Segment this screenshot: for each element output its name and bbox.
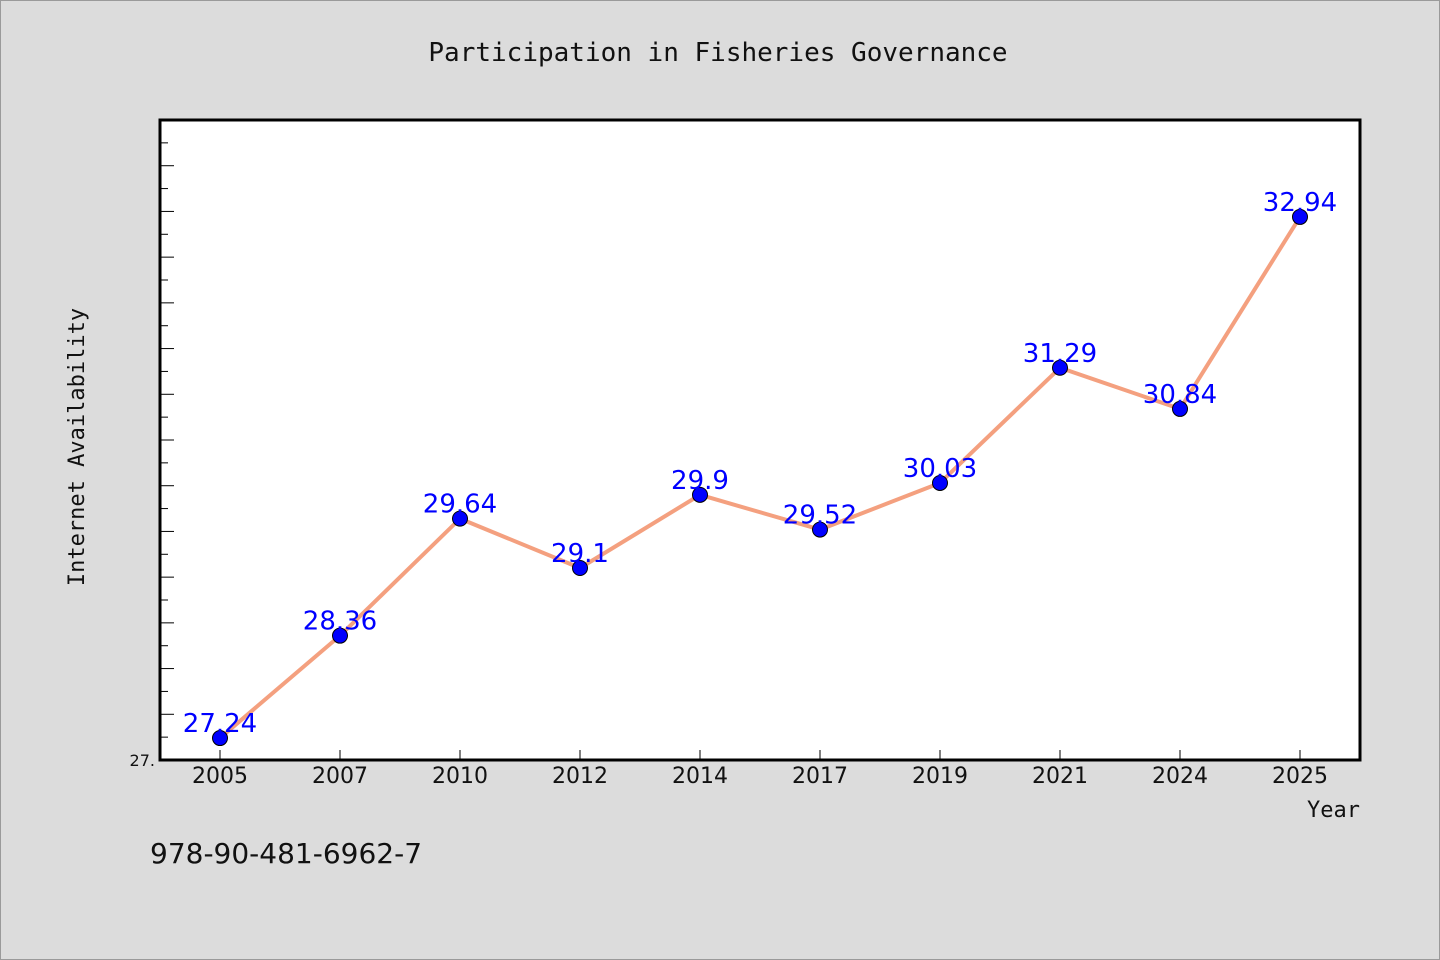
x-tick-label: 2014: [672, 764, 728, 789]
data-point: [1172, 400, 1188, 417]
x-tick-label: 2010: [432, 764, 488, 789]
data-label: 29.1: [551, 539, 609, 569]
isbn-footnote: 978-90-481-6962-7: [150, 837, 422, 870]
data-label: 29.9: [671, 466, 729, 496]
data-point: [1052, 359, 1068, 376]
data-label: 30.03: [903, 454, 977, 484]
data-label: 27.24: [183, 709, 257, 739]
data-label: 29.52: [783, 501, 857, 531]
x-tick-label: 2012: [552, 764, 608, 789]
series-line-group: [218, 214, 1302, 741]
data-point: [572, 560, 588, 576]
series-line: [218, 214, 1302, 741]
data-point: [452, 510, 468, 527]
x-axis-label: Year: [1307, 798, 1360, 823]
x-axis-ticks: 2005 2007 2010 2012 2014 2017 2019 2021 2024 2025: [192, 750, 1328, 789]
data-point: [1292, 208, 1308, 225]
plot-area: [158, 118, 1362, 762]
data-point: [692, 486, 708, 503]
data-point: [932, 474, 948, 491]
chart-title: Participation in Fisheries Governance: [428, 38, 1007, 68]
data-point: [212, 730, 228, 747]
x-tick-label: 2025: [1272, 764, 1328, 789]
x-tick-label: 2024: [1152, 764, 1208, 789]
data-label: 32.94: [1263, 188, 1337, 218]
x-tick-label: 2007: [312, 764, 368, 789]
y-tick-label: 27.: [130, 751, 155, 770]
data-label: 28.36: [303, 607, 377, 637]
y-axis-ticks: [160, 119, 174, 761]
x-tick-label: 2017: [792, 764, 848, 789]
data-labels: 27.24 28.36 29.64 29.1 29.9 29.52 30.03 31.29 30…: [183, 188, 1337, 739]
y-axis-label: Internet Availability: [65, 308, 90, 586]
data-point: [812, 521, 828, 538]
x-tick-label: 2021: [1032, 764, 1088, 789]
x-tick-label: 2005: [192, 764, 248, 789]
data-label: 31.29: [1023, 339, 1097, 369]
x-tick-label: 2019: [912, 764, 968, 789]
data-label: 29.64: [423, 490, 497, 520]
data-point: [332, 627, 348, 644]
series-markers: [212, 208, 1308, 747]
data-label: 30.84: [1143, 380, 1217, 410]
